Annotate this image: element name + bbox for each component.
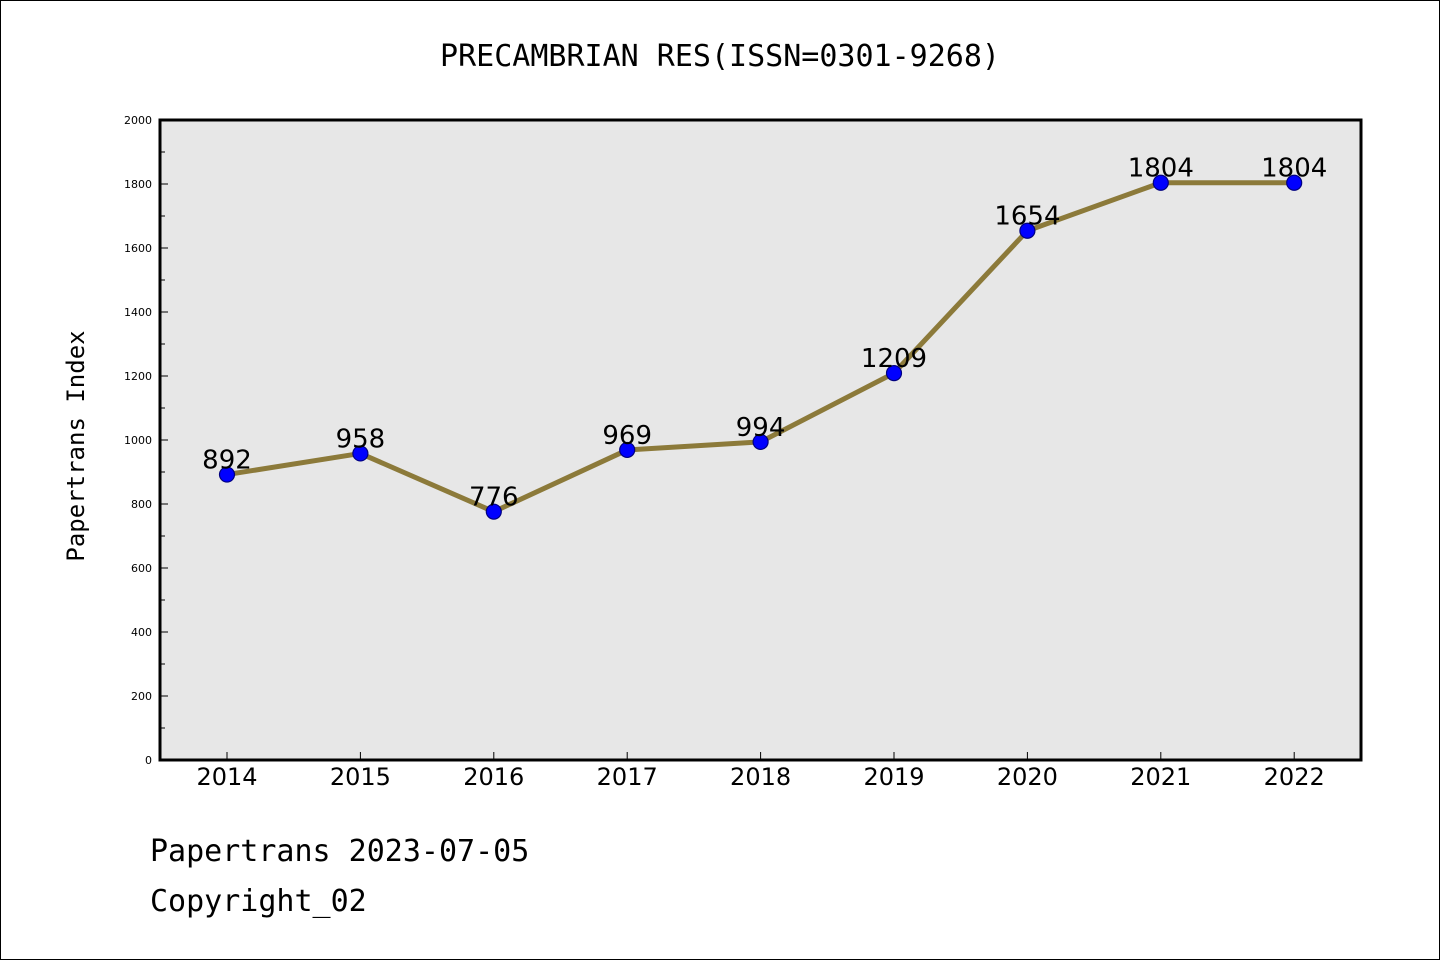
x-tick-label: 2015 [330,763,391,791]
data-label-2020: 1654 [994,202,1060,232]
y-tick-label: 1400 [124,306,152,319]
data-markers [218,174,1303,520]
data-label-2017: 969 [602,421,652,451]
y-axis: 0 200 400 600 800 1000 1200 1400 1600 1800 2000 [124,114,168,767]
y-tick-label: 1800 [124,178,152,191]
data-point-2021 [1152,174,1169,191]
x-tick-label: 2014 [196,763,257,791]
y-tick-label: 200 [131,690,152,703]
x-tick-label: 2018 [730,763,791,791]
y-tick-label: 400 [131,626,152,639]
y-tick-label: 800 [131,498,152,511]
x-axis: 2014 2015 2016 2017 2018 2019 2020 2021 2022 [196,752,1325,791]
footer-date: Papertrans 2023-07-05 [150,834,530,869]
footer-copyright: Copyright_02 [150,884,367,919]
data-labels: 892 958 776 969 994 1209 1654 1804 1804 [202,154,1327,513]
x-tick-label: 2021 [1130,763,1191,791]
y-axis-label: Papertrans Index [62,330,90,561]
data-label-2022: 1804 [1261,154,1327,184]
data-point-2015 [352,445,369,462]
y-tick-label: 1000 [124,434,152,447]
chart-title: PRECAMBRIAN RES(ISSN=0301-9268) [440,39,1000,74]
y-tick-label: 1600 [124,242,152,255]
x-tick-label: 2022 [1264,763,1325,791]
data-label-2015: 958 [336,424,386,454]
data-point-2014 [218,466,236,483]
y-tick-label: 1200 [124,370,152,383]
x-tick-label: 2016 [463,763,524,791]
y-tick-label: 2000 [124,114,152,127]
data-label-2019: 1209 [861,344,927,374]
y-tick-label: 600 [131,562,152,575]
data-point-2019 [885,365,903,382]
data-point-2022 [1286,174,1303,191]
x-tick-label: 2017 [597,763,658,791]
data-point-2020 [1019,222,1036,239]
data-point-2017 [619,441,636,459]
x-tick-label: 2020 [997,763,1058,791]
data-label-2018: 994 [736,413,786,443]
data-label-2021: 1804 [1128,154,1194,184]
x-tick-label: 2019 [863,763,924,791]
data-point-2016 [485,503,502,520]
data-label-2016: 776 [469,483,519,513]
y-tick-label: 0 [145,754,152,767]
data-label-2014: 892 [202,446,252,476]
data-point-2018 [752,433,769,451]
